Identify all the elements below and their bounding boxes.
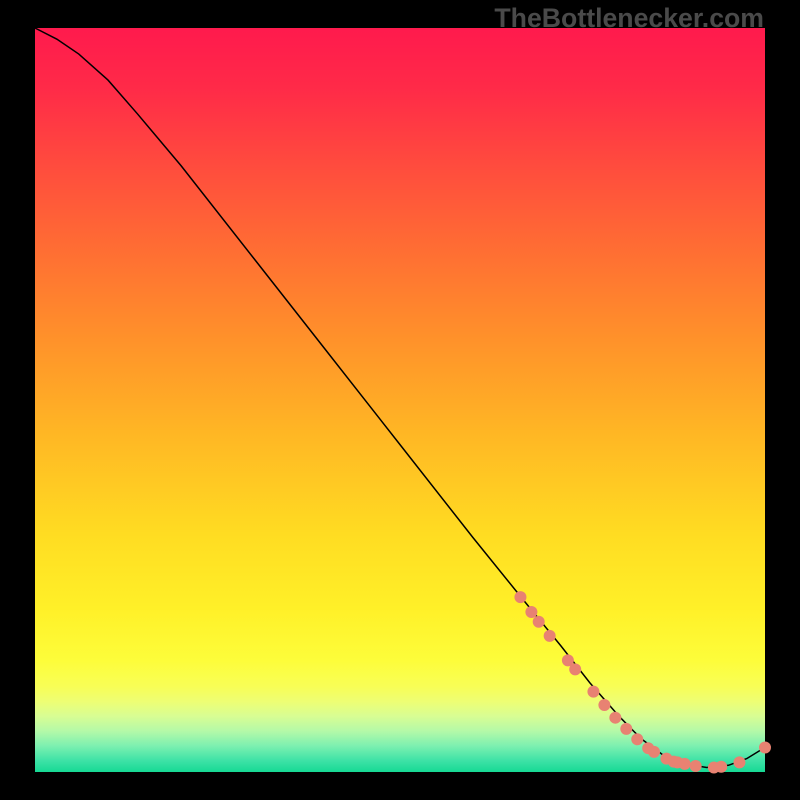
chart-container: TheBottlenecker.com <box>0 0 800 800</box>
curve-marker <box>533 616 545 628</box>
curve-marker <box>631 733 643 745</box>
curve-marker <box>679 758 691 770</box>
curve-marker <box>525 606 537 618</box>
curve-marker <box>759 741 771 753</box>
curve-marker <box>648 746 660 758</box>
curve-marker <box>733 756 745 768</box>
plot-background <box>35 28 765 772</box>
curve-marker <box>620 723 632 735</box>
chart-svg <box>0 0 800 800</box>
curve-marker <box>609 712 621 724</box>
curve-marker <box>715 761 727 773</box>
curve-marker <box>569 663 581 675</box>
curve-marker <box>690 760 702 772</box>
curve-marker <box>587 686 599 698</box>
curve-marker <box>598 699 610 711</box>
curve-marker <box>544 630 556 642</box>
curve-marker <box>514 591 526 603</box>
